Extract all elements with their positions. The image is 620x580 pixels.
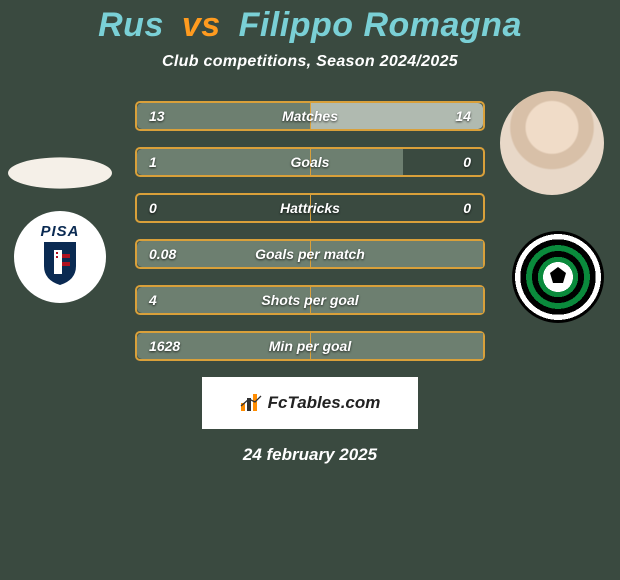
title-vs: vs <box>182 6 221 44</box>
subtitle: Club competitions, Season 2024/2025 <box>0 53 620 71</box>
stat-value-left: 13 <box>149 108 165 124</box>
stat-value-right: 0 <box>463 200 471 216</box>
stat-value-right: 14 <box>455 108 471 124</box>
stat-name: Min per goal <box>269 338 351 354</box>
stat-value-left: 0.08 <box>149 246 176 262</box>
stat-name: Shots per goal <box>261 292 358 308</box>
title-player-right: Filippo Romagna <box>239 6 522 44</box>
page-title: Rus vs Filippo Romagna <box>0 0 620 45</box>
stat-row: 4 Shots per goal <box>135 285 485 315</box>
stat-value-left: 4 <box>149 292 157 308</box>
stat-name: Matches <box>282 108 338 124</box>
stat-value-left: 1628 <box>149 338 180 354</box>
date-text: 24 february 2025 <box>0 445 620 465</box>
stat-row: 0 Hattricks 0 <box>135 193 485 223</box>
stat-row: 13 Matches 14 <box>135 101 485 131</box>
ball-icon <box>540 259 576 295</box>
club-left-badge: PISA <box>14 211 106 303</box>
bar-left-fill <box>137 149 403 175</box>
brand-box: FcTables.com <box>202 377 418 429</box>
stat-value-left: 1 <box>149 154 157 170</box>
stat-value-right: 0 <box>463 154 471 170</box>
player-left-avatar <box>8 157 112 188</box>
stat-value-left: 0 <box>149 200 157 216</box>
club-right-badge <box>512 231 604 323</box>
stat-name: Goals per match <box>255 246 365 262</box>
stat-row: 0.08 Goals per match <box>135 239 485 269</box>
stat-name: Goals <box>291 154 330 170</box>
stat-row: 1628 Min per goal <box>135 331 485 361</box>
shield-icon <box>40 240 80 286</box>
bar-chart-icon <box>240 394 262 412</box>
stat-name: Hattricks <box>280 200 340 216</box>
stat-bars: 13 Matches 14 1 Goals 0 0 Hattricks 0 0.08 Goals p… <box>135 101 485 361</box>
comparison-card: Rus vs Filippo Romagna Club competitions… <box>0 0 620 580</box>
club-left-inner: PISA <box>29 223 91 291</box>
club-left-label: PISA <box>29 223 91 240</box>
player-right-avatar <box>500 91 604 195</box>
content-area: PISA 13 Matches 14 1 Goals 0 0 Hattricks 0 0.08 Go… <box>0 101 620 465</box>
brand-text: FcTables.com <box>268 393 381 413</box>
title-player-left: Rus <box>98 6 164 44</box>
stat-row: 1 Goals 0 <box>135 147 485 177</box>
